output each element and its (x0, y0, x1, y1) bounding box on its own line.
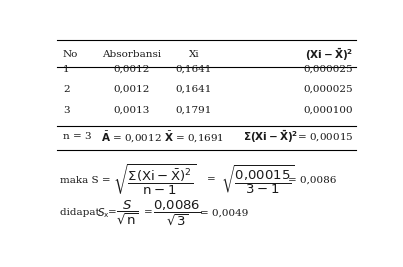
Text: $\bar{\mathbf{A}}$ = 0,0012: $\bar{\mathbf{A}}$ = 0,0012 (101, 129, 162, 144)
Text: Absorbansi: Absorbansi (102, 50, 161, 59)
Text: =: = (108, 209, 117, 217)
Text: Xi: Xi (189, 50, 199, 59)
Text: = 0,0049: = 0,0049 (200, 209, 249, 217)
Text: 1: 1 (63, 65, 69, 73)
Text: 0,0013: 0,0013 (113, 106, 150, 115)
Text: No: No (63, 50, 78, 59)
Text: 0,1641: 0,1641 (176, 85, 212, 94)
Text: $\dfrac{S}{\sqrt{\mathrm{n}}}$: $\dfrac{S}{\sqrt{\mathrm{n}}}$ (116, 199, 138, 227)
Text: 0,000025: 0,000025 (304, 65, 353, 73)
Text: 3: 3 (63, 106, 69, 115)
Text: didapat: didapat (60, 209, 103, 217)
Text: $\mathbf{\Sigma(Xi - \bar{X})^2}$= 0,00015: $\mathbf{\Sigma(Xi - \bar{X})^2}$= 0,000… (243, 129, 353, 145)
Text: 0,1641: 0,1641 (176, 65, 212, 73)
Text: $\bar{\mathbf{X}}$ = 0,1691: $\bar{\mathbf{X}}$ = 0,1691 (164, 129, 224, 144)
Text: =: = (206, 176, 215, 184)
Text: $\sqrt{\dfrac{0{,}00015}{3 - 1}}$: $\sqrt{\dfrac{0{,}00015}{3 - 1}}$ (220, 163, 295, 197)
Text: 0,1791: 0,1791 (176, 106, 212, 115)
Text: $\mathbf{(Xi - \bar{X})^2}$: $\mathbf{(Xi - \bar{X})^2}$ (305, 46, 353, 63)
Text: =: = (144, 209, 153, 217)
Text: 0,000025: 0,000025 (304, 85, 353, 94)
Text: $\dfrac{0{,}0086}{\sqrt{3}}$: $\dfrac{0{,}0086}{\sqrt{3}}$ (154, 198, 202, 228)
Text: $\sqrt{\dfrac{\Sigma(\mathrm{Xi} - \bar{\mathrm{X}})^2}{\mathrm{n} - 1}}$: $\sqrt{\dfrac{\Sigma(\mathrm{Xi} - \bar{… (113, 163, 196, 197)
Text: n = 3: n = 3 (63, 132, 91, 142)
Text: 2: 2 (63, 85, 69, 94)
Text: 0,000100: 0,000100 (304, 106, 353, 115)
Text: 0,0012: 0,0012 (113, 65, 150, 73)
Text: $S_{\mathrm{x}}$: $S_{\mathrm{x}}$ (97, 206, 109, 220)
Text: maka S =: maka S = (60, 176, 114, 184)
Text: 0,0012: 0,0012 (113, 85, 150, 94)
Text: = 0,0086: = 0,0086 (288, 176, 336, 184)
